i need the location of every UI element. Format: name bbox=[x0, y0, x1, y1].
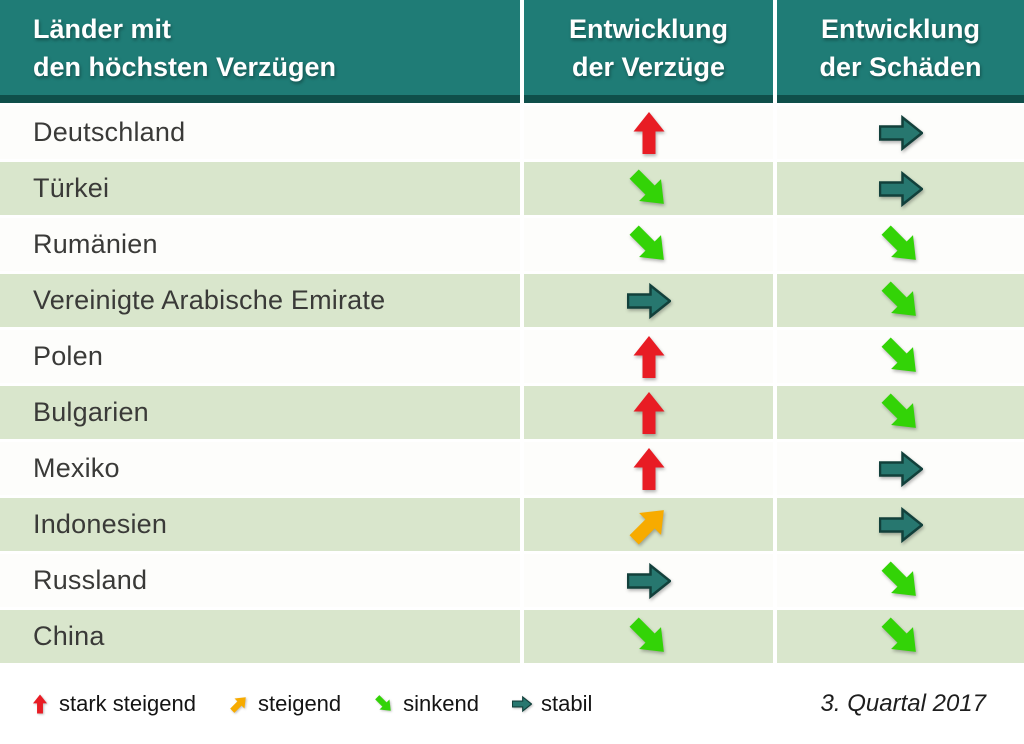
country-cell: Polen bbox=[0, 330, 520, 383]
schaeden-trend-cell bbox=[777, 218, 1024, 271]
arrow-stabil-icon bbox=[626, 559, 671, 603]
arrow-stark-steigend-icon bbox=[627, 335, 671, 379]
country-label: Polen bbox=[33, 341, 104, 371]
arrow-sinkend-icon bbox=[374, 694, 394, 714]
verzuege-trend-cell bbox=[524, 274, 773, 327]
arrow-stark-steigend-icon bbox=[30, 693, 50, 714]
country-label: Türkei bbox=[33, 173, 110, 203]
verzuege-trend-cell bbox=[524, 610, 773, 663]
arrow-stabil-icon bbox=[512, 694, 532, 714]
verzuege-trend-cell bbox=[524, 554, 773, 607]
verzuege-trend-cell bbox=[524, 218, 773, 271]
arrow-stark-steigend-icon bbox=[627, 111, 671, 155]
schaeden-trend-cell bbox=[777, 162, 1024, 215]
arrow-stabil-icon bbox=[878, 447, 923, 491]
verzuege-trend-cell bbox=[524, 106, 773, 159]
schaeden-trend-cell bbox=[777, 106, 1024, 159]
verzuege-trend-cell bbox=[524, 386, 773, 439]
country-label: China bbox=[33, 621, 105, 651]
legend-item-stabil: stabil bbox=[512, 691, 592, 717]
country-label: Vereinigte Arabische Emirate bbox=[33, 285, 386, 315]
arrow-sinkend-icon bbox=[879, 615, 923, 659]
country-label: Bulgarien bbox=[33, 397, 149, 427]
header-countries-line1: Länder mit bbox=[33, 14, 172, 44]
arrow-steigend-icon bbox=[229, 694, 249, 714]
header-countries-line2: den höchsten Verzügen bbox=[33, 52, 337, 83]
arrow-stabil-icon bbox=[878, 111, 923, 155]
header-schaeden-line2: der Schäden bbox=[819, 52, 982, 83]
header-schaeden: Entwicklung der Schäden bbox=[777, 0, 1024, 103]
schaeden-trend-cell bbox=[777, 610, 1024, 663]
header-verzuege-line1: Entwicklung bbox=[568, 14, 728, 44]
country-label: Indonesien bbox=[33, 509, 168, 539]
schaeden-trend-cell bbox=[777, 330, 1024, 383]
schaeden-trend-cell bbox=[777, 274, 1024, 327]
legend-bar: stark steigend steigend sinkend stabil 3. Qu… bbox=[0, 663, 1024, 744]
arrow-sinkend-icon bbox=[879, 279, 923, 323]
country-cell: Bulgarien bbox=[0, 386, 520, 439]
schaeden-trend-cell bbox=[777, 554, 1024, 607]
arrow-steigend-icon bbox=[627, 503, 671, 547]
legend-label: sinkend bbox=[403, 690, 479, 716]
arrow-sinkend-icon bbox=[879, 335, 923, 379]
verzuege-trend-cell bbox=[524, 162, 773, 215]
country-cell: Mexiko bbox=[0, 442, 520, 495]
country-cell: China bbox=[0, 610, 520, 663]
country-label: Mexiko bbox=[33, 453, 120, 483]
arrow-sinkend-icon bbox=[879, 223, 923, 267]
country-cell: Deutschland bbox=[0, 106, 520, 159]
arrow-stark-steigend-icon bbox=[627, 391, 671, 435]
arrow-stabil-icon bbox=[878, 167, 923, 211]
country-label: Rumänien bbox=[33, 229, 158, 259]
legend-item-steigend: steigend bbox=[229, 691, 341, 717]
arrow-stark-steigend-icon bbox=[627, 447, 671, 491]
arrow-sinkend-icon bbox=[879, 391, 923, 435]
schaeden-trend-cell bbox=[777, 498, 1024, 551]
trend-table: Länder mit den höchsten Verzügen Entwick… bbox=[0, 0, 1024, 663]
country-cell: Vereinigte Arabische Emirate bbox=[0, 274, 520, 327]
verzuege-trend-cell bbox=[524, 442, 773, 495]
country-label: Deutschland bbox=[33, 117, 186, 147]
country-cell: Russland bbox=[0, 554, 520, 607]
schaeden-trend-cell bbox=[777, 386, 1024, 439]
legend-label: steigend bbox=[257, 690, 342, 716]
header-countries: Länder mit den höchsten Verzügen bbox=[0, 0, 520, 103]
header-schaeden-line1: Entwicklung bbox=[820, 14, 980, 44]
arrow-sinkend-icon bbox=[627, 223, 671, 267]
country-cell: Türkei bbox=[0, 162, 520, 215]
verzuege-trend-cell bbox=[524, 330, 773, 383]
header-verzuege-line2: der Verzüge bbox=[571, 52, 726, 83]
country-cell: Rumänien bbox=[0, 218, 520, 271]
schaeden-trend-cell bbox=[777, 442, 1024, 495]
arrow-stabil-icon bbox=[626, 279, 671, 323]
header-verzuege: Entwicklung der Verzüge bbox=[524, 0, 773, 103]
arrow-sinkend-icon bbox=[627, 167, 671, 211]
country-label: Russland bbox=[33, 565, 148, 595]
arrow-stabil-icon bbox=[878, 503, 923, 547]
legend-item-stark-steigend: stark steigend bbox=[30, 691, 196, 717]
legend-label: stabil bbox=[541, 690, 593, 716]
legend-item-sinkend: sinkend bbox=[374, 691, 479, 717]
legend-label: stark steigend bbox=[59, 690, 196, 716]
country-cell: Indonesien bbox=[0, 498, 520, 551]
period-label: 3. Quartal 2017 bbox=[820, 689, 986, 717]
verzuege-trend-cell bbox=[524, 498, 773, 551]
arrow-sinkend-icon bbox=[627, 615, 671, 659]
arrow-sinkend-icon bbox=[879, 559, 923, 603]
